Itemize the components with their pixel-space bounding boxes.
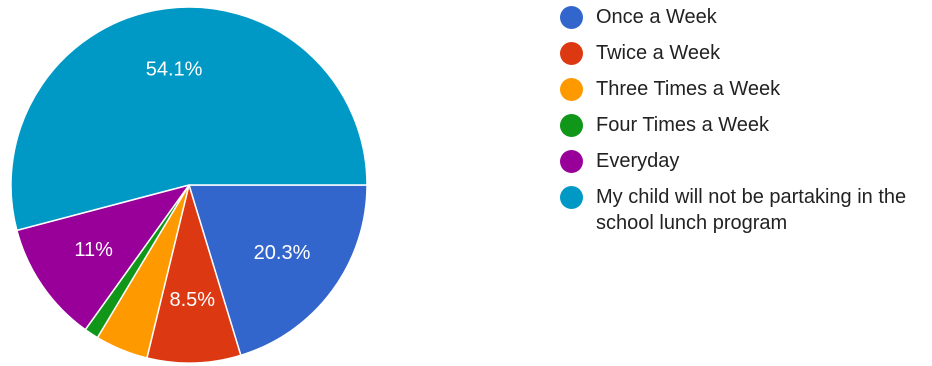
pie-slice-5[interactable] (10, 6, 368, 232)
legend-item-three-times-a-week[interactable]: Three Times a Week (560, 76, 932, 102)
legend-swatch (560, 42, 583, 65)
legend: Once a Week Twice a Week Three Times a W… (560, 4, 932, 246)
slice-label-4: 11% (74, 239, 113, 261)
legend-label: Once a Week (596, 6, 717, 28)
legend-item-not-partaking[interactable]: My child will not be partaking in the sc… (560, 184, 932, 236)
pie-chart: 20.3% 8.5% 11% 54.1% (10, 6, 368, 364)
legend-item-four-times-a-week[interactable]: Four Times a Week (560, 112, 932, 138)
slice-label-1: 8.5% (170, 289, 216, 311)
pie-slice-4[interactable] (15, 183, 191, 331)
legend-label: My child will not be partaking in the sc… (596, 186, 907, 234)
legend-item-everyday[interactable]: Everyday (560, 148, 932, 174)
legend-swatch (560, 150, 583, 173)
legend-label: Three Times a Week (596, 78, 781, 100)
legend-label: Twice a Week (596, 42, 721, 64)
legend-swatch (560, 6, 583, 29)
slice-label-0: 20.3% (254, 242, 311, 264)
legend-item-once-a-week[interactable]: Once a Week (560, 4, 932, 30)
legend-item-twice-a-week[interactable]: Twice a Week (560, 40, 932, 66)
legend-swatch (560, 114, 583, 137)
slice-label-5: 54.1% (146, 59, 203, 81)
pie-slice-1[interactable] (145, 182, 242, 364)
legend-label: Everyday (596, 150, 680, 172)
legend-label: Four Times a Week (596, 114, 770, 136)
legend-swatch (560, 186, 583, 209)
legend-swatch (560, 78, 583, 101)
pie-slice-0[interactable] (187, 184, 368, 357)
